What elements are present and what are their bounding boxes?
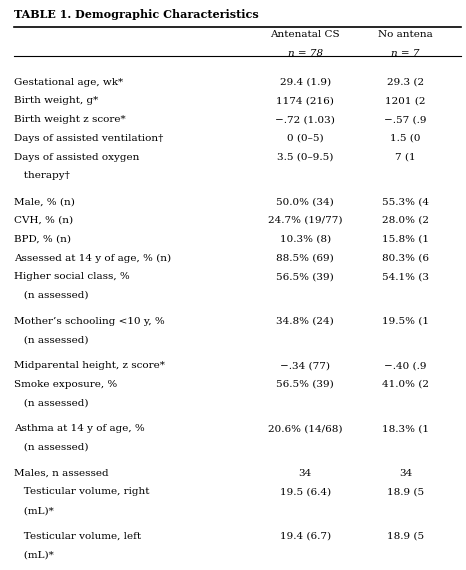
Text: Antenatal CS: Antenatal CS bbox=[270, 30, 340, 39]
Text: Mother’s schooling <10 y, %: Mother’s schooling <10 y, % bbox=[14, 316, 164, 325]
Text: n = 78: n = 78 bbox=[288, 49, 323, 58]
Text: (mL)*: (mL)* bbox=[14, 506, 54, 515]
Text: Midparental height, z score*: Midparental height, z score* bbox=[14, 361, 165, 370]
Text: Smoke exposure, %: Smoke exposure, % bbox=[14, 380, 117, 389]
Text: 1201 (2: 1201 (2 bbox=[385, 96, 425, 105]
Text: therapy†: therapy† bbox=[14, 172, 70, 181]
Text: 18.9 (5: 18.9 (5 bbox=[387, 532, 424, 541]
Text: Days of assisted ventilation†: Days of assisted ventilation† bbox=[14, 134, 164, 143]
Text: 18.3% (1: 18.3% (1 bbox=[382, 424, 429, 433]
Text: 10.3% (8): 10.3% (8) bbox=[280, 235, 331, 244]
Text: 29.3 (2: 29.3 (2 bbox=[387, 78, 424, 87]
Text: Male, % (n): Male, % (n) bbox=[14, 197, 75, 206]
Text: 41.0% (2: 41.0% (2 bbox=[382, 380, 429, 389]
Text: −.40 (.9: −.40 (.9 bbox=[384, 361, 427, 370]
Text: 28.0% (2: 28.0% (2 bbox=[382, 216, 429, 225]
Text: 18.9 (5: 18.9 (5 bbox=[387, 487, 424, 496]
Text: 50.0% (34): 50.0% (34) bbox=[276, 197, 334, 206]
Text: n = 7: n = 7 bbox=[391, 49, 420, 58]
Text: Higher social class, %: Higher social class, % bbox=[14, 272, 130, 281]
Text: 24.7% (19/77): 24.7% (19/77) bbox=[268, 216, 343, 225]
Text: (n assessed): (n assessed) bbox=[14, 443, 89, 452]
Text: 29.4 (1.9): 29.4 (1.9) bbox=[280, 78, 331, 87]
Text: Testicular volume, left: Testicular volume, left bbox=[14, 532, 141, 541]
Text: (n assessed): (n assessed) bbox=[14, 335, 89, 344]
Text: 1.5 (0: 1.5 (0 bbox=[390, 134, 421, 143]
Text: 1174 (216): 1174 (216) bbox=[276, 96, 334, 105]
Text: 0 (0–5): 0 (0–5) bbox=[287, 134, 323, 143]
Text: (mL)*: (mL)* bbox=[14, 551, 54, 560]
Text: 19.5% (1: 19.5% (1 bbox=[382, 316, 429, 325]
Text: TABLE 1. Demographic Characteristics: TABLE 1. Demographic Characteristics bbox=[14, 9, 259, 19]
Text: Assessed at 14 y of age, % (n): Assessed at 14 y of age, % (n) bbox=[14, 254, 171, 263]
Text: 34: 34 bbox=[399, 469, 412, 478]
Text: 20.6% (14/68): 20.6% (14/68) bbox=[268, 424, 343, 433]
Text: 55.3% (4: 55.3% (4 bbox=[382, 197, 429, 206]
Text: 34: 34 bbox=[299, 469, 312, 478]
Text: Days of assisted oxygen: Days of assisted oxygen bbox=[14, 153, 139, 162]
Text: Gestational age, wk*: Gestational age, wk* bbox=[14, 78, 123, 87]
Text: 19.5 (6.4): 19.5 (6.4) bbox=[280, 487, 331, 496]
Text: 56.5% (39): 56.5% (39) bbox=[276, 380, 334, 389]
Text: 7 (1: 7 (1 bbox=[395, 153, 416, 162]
Text: Asthma at 14 y of age, %: Asthma at 14 y of age, % bbox=[14, 424, 145, 433]
Text: −.34 (77): −.34 (77) bbox=[280, 361, 330, 370]
Text: BPD, % (n): BPD, % (n) bbox=[14, 235, 71, 244]
Text: 56.5% (39): 56.5% (39) bbox=[276, 272, 334, 281]
Text: 88.5% (69): 88.5% (69) bbox=[276, 254, 334, 262]
Text: (n assessed): (n assessed) bbox=[14, 291, 89, 300]
Text: 34.8% (24): 34.8% (24) bbox=[276, 316, 334, 325]
Text: No antena: No antena bbox=[378, 30, 433, 39]
Text: −.72 (1.03): −.72 (1.03) bbox=[275, 115, 335, 124]
Text: (n assessed): (n assessed) bbox=[14, 398, 89, 408]
Text: −.57 (.9: −.57 (.9 bbox=[384, 115, 427, 124]
Text: Birth weight, g*: Birth weight, g* bbox=[14, 96, 98, 105]
Text: CVH, % (n): CVH, % (n) bbox=[14, 216, 73, 225]
Text: Males, n assessed: Males, n assessed bbox=[14, 469, 109, 478]
Text: 80.3% (6: 80.3% (6 bbox=[382, 254, 429, 262]
Text: 19.4 (6.7): 19.4 (6.7) bbox=[280, 532, 331, 541]
Text: Birth weight z score*: Birth weight z score* bbox=[14, 115, 126, 124]
Text: 15.8% (1: 15.8% (1 bbox=[382, 235, 429, 244]
Text: 54.1% (3: 54.1% (3 bbox=[382, 272, 429, 281]
Text: 3.5 (0–9.5): 3.5 (0–9.5) bbox=[277, 153, 333, 162]
Text: Testicular volume, right: Testicular volume, right bbox=[14, 487, 150, 496]
